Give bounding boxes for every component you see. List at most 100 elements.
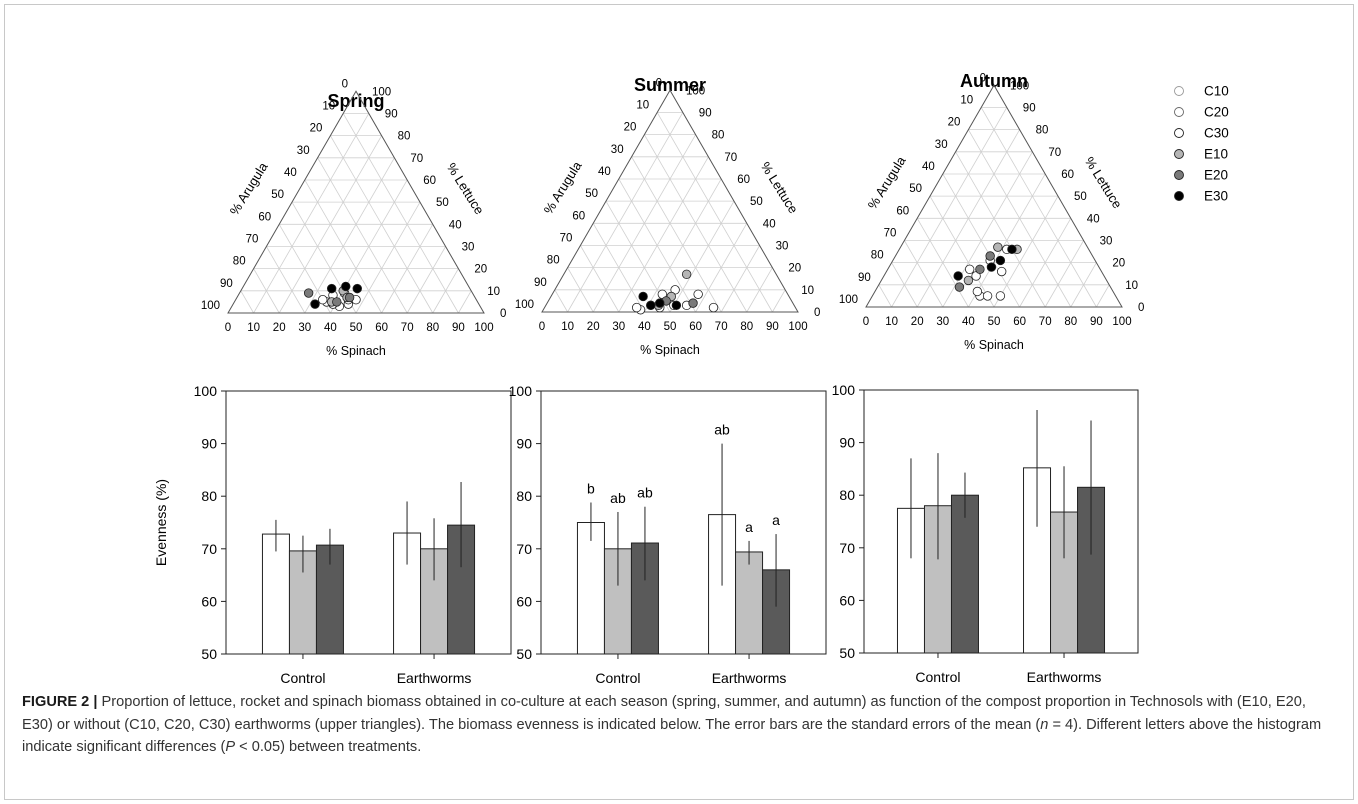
significance-letter: b [587,481,595,497]
grid-line-spinach [355,201,421,314]
tick-label-spinach: 10 [561,321,574,333]
grid-line-spinach [993,195,1059,308]
tick-label-lettuce: 70 [1048,147,1061,159]
tick-label-lettuce: 90 [385,108,398,120]
grid-line-spinach [432,268,459,314]
grid-line-spinach [891,107,1008,308]
grid-line-arugula [891,262,918,308]
tick-label-arugula: 20 [310,123,323,135]
tick-label-spinach: 70 [401,322,414,334]
significance-letter: a [772,512,780,528]
y-tick-label: 50 [516,646,532,662]
ternary-frame [227,90,485,314]
grid-line-arugula [955,151,1046,308]
tick-label-lettuce: 70 [724,152,737,164]
grid-line-arugula [554,289,568,313]
grid-line-spinach [567,112,684,313]
ternary-plot-1: Spring0001010102020203030304040405050506… [201,78,507,358]
grid-line-spinach [942,151,1033,308]
grid-line-spinach [381,224,434,314]
y-tick-label: 70 [516,541,532,557]
data-point-c30 [318,294,328,305]
tick-label-arugula: 60 [572,210,585,222]
data-point-e30 [341,281,351,292]
tick-label-spinach: 10 [247,322,260,334]
tick-label-spinach: 100 [788,321,807,333]
bar-chart-3: 50 60 70 80 90 100 Control Earthworms [832,382,1139,685]
tick-label-lettuce: 90 [699,107,712,119]
ternary-title: Autumn [960,71,1028,91]
tick-label-arugula: 30 [611,144,624,156]
tick-label-lettuce: 50 [750,196,763,208]
data-point-e10 [993,242,1003,252]
tick-label-lettuce: 90 [1023,102,1036,114]
tick-label-spinach: 100 [474,322,493,334]
data-point-e30 [995,255,1006,266]
tick-label-arugula: 100 [201,300,220,312]
y-tick-label: 50 [839,645,855,661]
data-point-e30 [655,298,665,308]
grid-line-arugula [929,195,995,308]
legend-label-c20: C20 [1204,105,1229,120]
tick-label-lettuce: 40 [763,218,776,230]
tick-label-arugula: 50 [585,188,598,200]
tick-label-arugula: 0 [656,77,662,89]
tick-label-spinach: 60 [1013,316,1026,328]
data-point-e20 [332,297,342,307]
tick-label-arugula: 90 [858,272,871,284]
bar [950,494,979,654]
ternary-title: Spring [328,91,385,111]
tick-label-arugula: 80 [871,250,884,262]
tick-label-arugula: 90 [534,277,547,289]
axis-label-arugula: % Arugula [865,153,910,212]
tick-label-spinach: 10 [885,316,898,328]
tick-label-lettuce: 30 [776,240,789,252]
ternary-legend: C10 C20 C30 E10 E20 E30 [1174,84,1229,204]
tick-label-arugula: 10 [636,99,649,111]
grid-line-arugula [980,107,1097,308]
data-point-e30 [646,300,656,311]
grid-line-spinach [1019,218,1072,308]
tick-label-spinach: 20 [587,321,600,333]
y-tick-label: 90 [201,436,217,452]
y-tick-label: 80 [516,488,532,504]
bar [576,522,605,655]
grid-line-arugula [240,290,254,314]
axis-label-spinach: % Spinach [640,343,700,357]
ternary-plot-3: Autumn0001010102020203030304040405050506… [839,71,1145,352]
tick-label-spinach: 0 [539,321,545,333]
tick-label-arugula: 20 [624,122,637,134]
tick-label-lettuce: 60 [423,175,436,187]
y-tick-label: 100 [832,382,856,398]
axis-label-lettuce: % Lettuce [758,159,801,216]
tick-label-arugula: 80 [547,255,560,267]
tick-label-spinach: 90 [766,321,779,333]
grid-line-arugula [904,240,944,308]
data-point-e30 [326,283,337,294]
grid-line-arugula [253,268,280,314]
tick-label-arugula: 60 [896,205,909,217]
caption-label: FIGURE 2 | [22,694,98,710]
tick-label-lettuce: 30 [1100,235,1113,247]
tick-label-arugula: 10 [960,94,973,106]
tick-label-spinach: 70 [715,321,728,333]
grid-line-spinach [458,290,472,314]
tick-label-arugula: 60 [258,211,271,223]
legend-marker-e30 [1174,191,1184,201]
grid-line-arugula [592,223,645,313]
grid-line-spinach [1070,262,1097,308]
data-point-e30 [638,291,648,302]
tick-label-lettuce: 10 [801,285,814,297]
bar [315,544,344,655]
tick-label-spinach: 0 [863,316,869,328]
tick-label-arugula: 50 [909,183,922,195]
figure-frame [4,4,1354,800]
tick-label-spinach: 60 [375,322,388,334]
grid-line-spinach [746,267,773,313]
y-axis-label: Evenness (%) [153,479,169,566]
grid-line-arugula [916,218,969,308]
tick-label-lettuce: 20 [474,264,487,276]
significance-letter: ab [610,490,626,506]
data-point-e30 [310,299,320,309]
